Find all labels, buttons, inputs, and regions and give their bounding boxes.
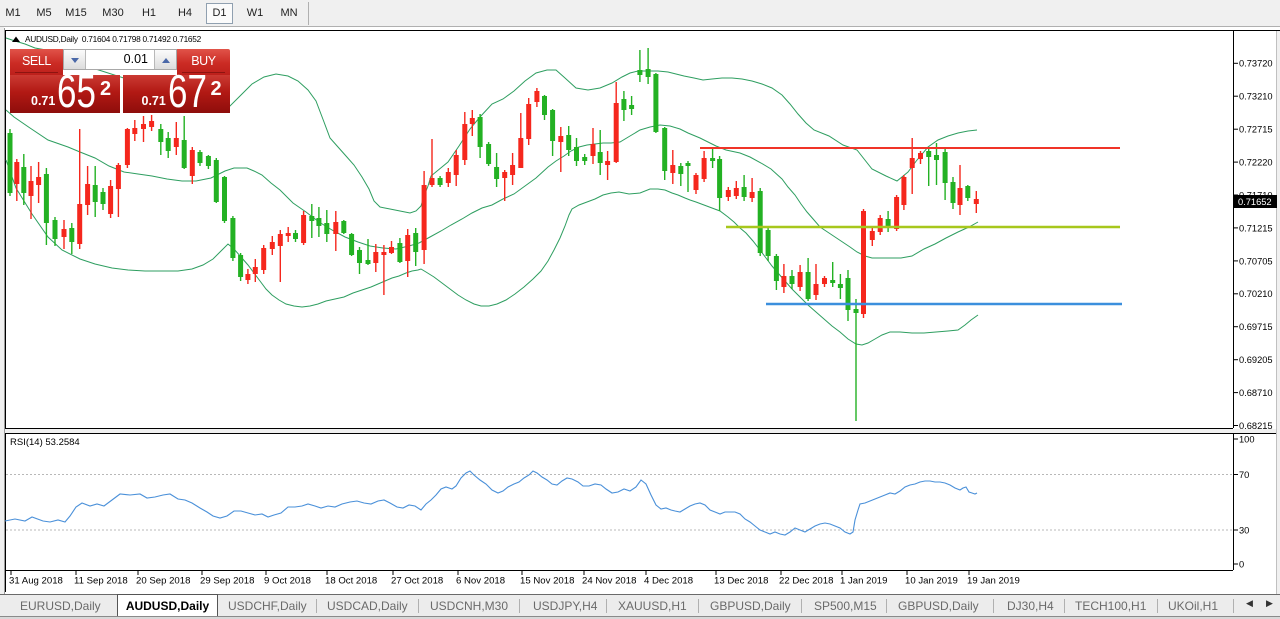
svg-text:0.71215: 0.71215 (1239, 223, 1273, 233)
svg-text:15 Nov 2018: 15 Nov 2018 (520, 576, 574, 587)
svg-text:0.72715: 0.72715 (1239, 125, 1273, 135)
svg-text:13 Dec 2018: 13 Dec 2018 (714, 576, 768, 587)
svg-text:20 Sep 2018: 20 Sep 2018 (136, 576, 190, 587)
svg-text:22 Dec 2018: 22 Dec 2018 (779, 576, 833, 587)
svg-text:RSI(14) 53.2584: RSI(14) 53.2584 (10, 437, 80, 448)
svg-text:31 Aug 2018: 31 Aug 2018 (9, 576, 63, 587)
svg-text:27 Oct 2018: 27 Oct 2018 (391, 576, 443, 587)
svg-text:AUDUSD,Daily 0.71604 0.71798: AUDUSD,Daily 0.71604 0.71798 0.71492 0.7… (25, 34, 202, 44)
svg-text:24 Nov 2018: 24 Nov 2018 (582, 576, 636, 587)
svg-text:10 Jan 2019: 10 Jan 2019 (905, 576, 958, 587)
svg-text:6 Nov 2018: 6 Nov 2018 (456, 576, 505, 587)
svg-text:0: 0 (1239, 559, 1244, 569)
svg-text:0.68215: 0.68215 (1239, 421, 1273, 431)
svg-text:0.69205: 0.69205 (1239, 355, 1273, 365)
svg-text:0.71652: 0.71652 (1238, 197, 1272, 207)
svg-text:0.73720: 0.73720 (1239, 59, 1273, 69)
svg-text:11 Sep 2018: 11 Sep 2018 (74, 576, 128, 587)
svg-text:0.72220: 0.72220 (1239, 158, 1273, 168)
svg-text:19 Jan 2019: 19 Jan 2019 (967, 576, 1020, 587)
svg-text:9 Oct 2018: 9 Oct 2018 (264, 576, 311, 587)
svg-text:0.73210: 0.73210 (1239, 92, 1273, 102)
svg-text:0.69715: 0.69715 (1239, 322, 1273, 332)
svg-text:4 Dec 2018: 4 Dec 2018 (644, 576, 693, 587)
svg-text:18 Oct 2018: 18 Oct 2018 (325, 576, 377, 587)
svg-text:30: 30 (1239, 525, 1249, 535)
svg-text:0.68710: 0.68710 (1239, 388, 1273, 398)
svg-text:70: 70 (1239, 470, 1249, 480)
svg-text:100: 100 (1239, 434, 1255, 444)
svg-text:0.70705: 0.70705 (1239, 256, 1273, 266)
svg-text:29 Sep 2018: 29 Sep 2018 (200, 576, 254, 587)
svg-text:0.70210: 0.70210 (1239, 289, 1273, 299)
svg-text:1 Jan 2019: 1 Jan 2019 (840, 576, 887, 587)
